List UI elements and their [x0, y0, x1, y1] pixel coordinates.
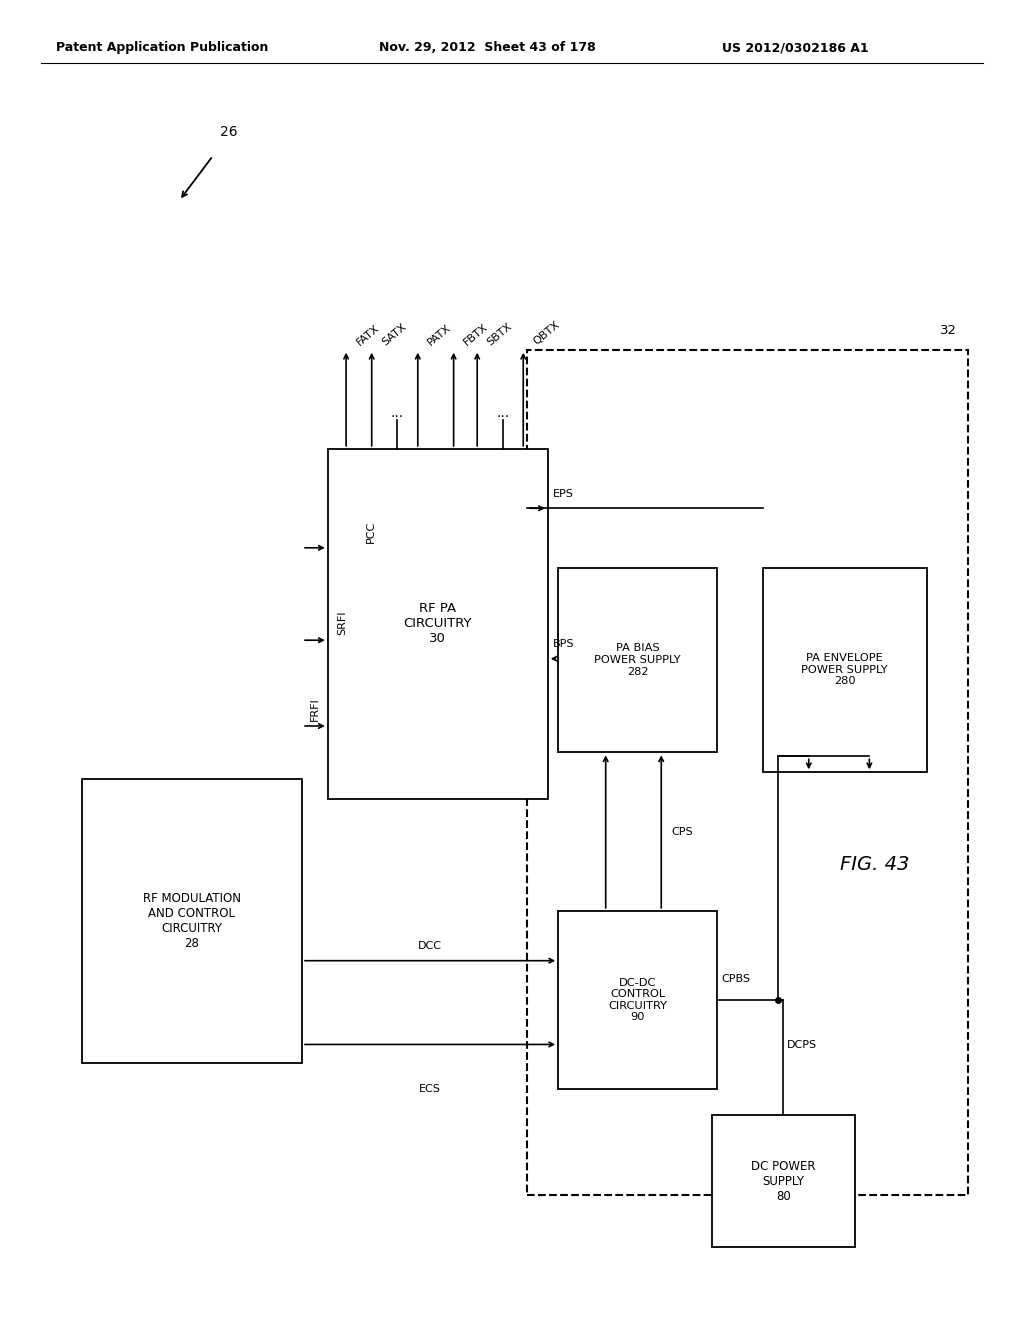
Text: 32: 32	[940, 323, 957, 337]
Text: PA ENVELOPE
POWER SUPPLY
280: PA ENVELOPE POWER SUPPLY 280	[802, 653, 888, 686]
Bar	[527, 350, 968, 1195]
Text: CPBS: CPBS	[721, 974, 750, 985]
Text: BPS: BPS	[553, 639, 574, 649]
Text: SATX: SATX	[380, 321, 409, 347]
Text: FATX: FATX	[354, 322, 381, 347]
Text: PATX: PATX	[426, 322, 454, 347]
Text: CPS: CPS	[672, 826, 693, 837]
Text: FRFI: FRFI	[310, 697, 321, 721]
Text: Nov. 29, 2012  Sheet 43 of 178: Nov. 29, 2012 Sheet 43 of 178	[379, 41, 596, 54]
Text: EPS: EPS	[553, 488, 573, 499]
Bar	[82, 779, 302, 1063]
Text: QBTX: QBTX	[531, 319, 561, 347]
Bar	[558, 911, 717, 1089]
Text: PA BIAS
POWER SUPPLY
282: PA BIAS POWER SUPPLY 282	[594, 643, 681, 677]
Text: DCPS: DCPS	[786, 1040, 816, 1049]
Text: ...: ...	[497, 405, 509, 420]
Text: SRFI: SRFI	[337, 610, 347, 635]
Text: PCC: PCC	[366, 520, 376, 543]
Text: DCC: DCC	[418, 941, 442, 952]
Text: RF PA
CIRCUITRY
30: RF PA CIRCUITRY 30	[403, 602, 472, 645]
Bar	[763, 568, 927, 772]
Text: ...: ...	[391, 405, 403, 420]
Text: FIG. 43: FIG. 43	[840, 855, 909, 874]
Text: US 2012/0302186 A1: US 2012/0302186 A1	[722, 41, 868, 54]
Bar	[328, 449, 548, 799]
Text: SBTX: SBTX	[485, 321, 514, 347]
Text: RF MODULATION
AND CONTROL
CIRCUITRY
28: RF MODULATION AND CONTROL CIRCUITRY 28	[143, 892, 241, 949]
Text: DC POWER
SUPPLY
80: DC POWER SUPPLY 80	[752, 1160, 815, 1203]
Text: DC-DC
CONTROL
CIRCUITRY
90: DC-DC CONTROL CIRCUITRY 90	[608, 978, 667, 1022]
Bar	[712, 1115, 855, 1247]
Text: FBTX: FBTX	[462, 321, 490, 347]
Text: 26: 26	[220, 124, 238, 139]
Text: Patent Application Publication: Patent Application Publication	[56, 41, 268, 54]
Bar	[558, 568, 717, 752]
Text: ECS: ECS	[419, 1084, 441, 1094]
